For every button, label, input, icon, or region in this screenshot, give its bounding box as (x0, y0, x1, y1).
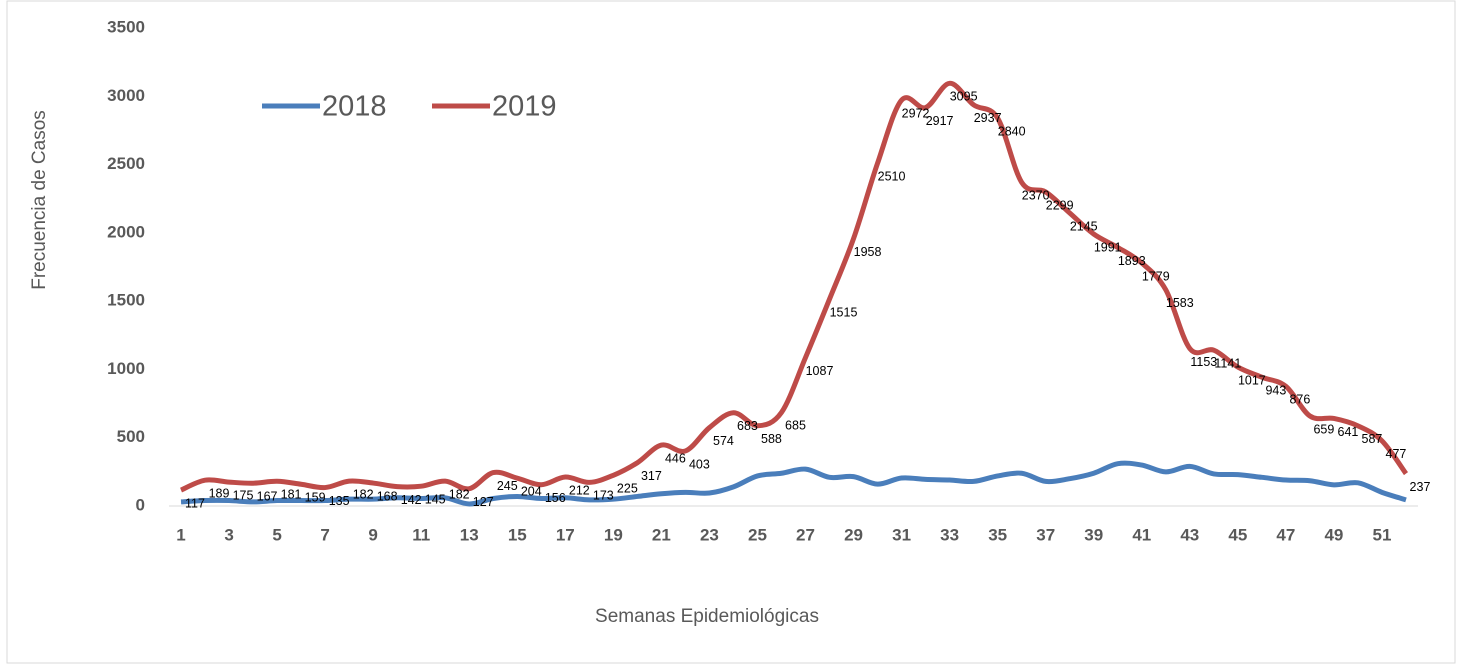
x-axis-title: Semanas Epidemiológicas (595, 606, 819, 627)
data-label: 683 (737, 419, 758, 433)
data-label: 117 (185, 496, 205, 510)
series-line (179, 80, 1409, 493)
data-label: 685 (785, 419, 806, 433)
data-label: 2370 (1022, 189, 1050, 203)
legend-label: 2019 (492, 91, 557, 123)
data-label: 446 (665, 451, 686, 465)
x-tick-label: 23 (700, 525, 719, 544)
data-label: 142 (401, 493, 422, 507)
x-tick-label: 51 (1373, 525, 1392, 544)
chart-border (6, 0, 1456, 664)
data-label: 477 (1386, 447, 1407, 461)
x-tick-label: 31 (892, 525, 911, 544)
data-label: 1583 (1166, 296, 1194, 310)
y-tick-label: 2000 (107, 222, 145, 241)
legend-label: 2018 (322, 91, 387, 123)
data-label: 212 (569, 483, 590, 497)
data-label: 1958 (854, 245, 882, 259)
data-label: 1893 (1118, 254, 1146, 268)
data-label: 156 (545, 491, 566, 505)
x-tick-label: 5 (272, 525, 281, 544)
data-label: 1515 (830, 305, 858, 319)
data-label: 2510 (878, 170, 906, 184)
data-label: 237 (1410, 480, 1431, 494)
y-tick-label: 1500 (107, 291, 145, 310)
x-tick-label: 11 (412, 525, 430, 544)
x-tick-label: 47 (1276, 525, 1295, 544)
x-tick-label: 3 (224, 525, 233, 544)
x-tick-label: 39 (1084, 525, 1103, 544)
x-tick-label: 9 (368, 525, 377, 544)
data-label: 574 (713, 434, 734, 448)
data-label: 2937 (974, 111, 1002, 125)
y-tick-label: 2500 (107, 154, 145, 173)
data-label: 1991 (1094, 240, 1122, 254)
data-label: 159 (305, 491, 326, 505)
y-tick-label: 500 (117, 427, 145, 446)
data-label: 1087 (806, 364, 834, 378)
data-label: 2299 (1046, 198, 1074, 212)
data-label: 204 (521, 484, 542, 498)
x-tick-label: 1 (176, 525, 185, 544)
series-line (180, 460, 1407, 507)
data-label: 127 (473, 495, 494, 509)
data-label: 588 (761, 432, 782, 446)
data-label: 3095 (950, 90, 978, 104)
data-label: 2840 (998, 124, 1026, 138)
x-tick-label: 13 (460, 525, 479, 544)
x-tick-label: 15 (508, 525, 527, 544)
data-label: 2917 (926, 114, 954, 128)
y-axis-title: Frecuencia de Casos (29, 110, 50, 290)
y-tick-label: 3500 (107, 17, 145, 36)
data-label: 182 (353, 487, 374, 501)
data-label: 145 (425, 492, 446, 506)
data-label: 245 (497, 479, 518, 493)
data-label: 181 (281, 488, 302, 502)
data-label: 225 (617, 482, 638, 496)
x-tick-label: 27 (796, 525, 815, 544)
x-tick-label: 29 (844, 525, 863, 544)
data-label: 876 (1289, 393, 1310, 407)
data-label: 641 (1338, 425, 1359, 439)
x-tick-label: 45 (1228, 525, 1247, 544)
data-label: 2972 (902, 106, 930, 120)
x-tick-label: 7 (320, 525, 329, 544)
data-label: 317 (641, 469, 662, 483)
data-label: 182 (449, 487, 470, 501)
y-tick-label: 0 (136, 495, 145, 514)
x-tick-label: 37 (1036, 525, 1055, 544)
data-label: 1017 (1238, 373, 1266, 387)
data-label: 403 (689, 457, 710, 471)
data-label: 1779 (1142, 269, 1170, 283)
x-tick-label: 21 (652, 525, 671, 544)
x-tick-label: 25 (748, 525, 767, 544)
x-tick-label: 41 (1132, 525, 1151, 544)
data-label: 173 (593, 489, 614, 503)
x-tick-label: 49 (1324, 525, 1343, 544)
data-label: 167 (257, 489, 278, 503)
data-label: 943 (1265, 384, 1286, 398)
x-tick-label: 43 (1180, 525, 1199, 544)
data-label: 168 (377, 489, 398, 503)
x-tick-label: 33 (940, 525, 959, 544)
x-tick-label: 17 (556, 525, 575, 544)
data-label: 2145 (1070, 219, 1098, 233)
x-tick-label: 19 (604, 525, 623, 544)
data-label: 659 (1313, 422, 1334, 436)
data-label: 1141 (1214, 356, 1241, 370)
data-label: 1153 (1190, 355, 1217, 369)
data-label: 587 (1362, 432, 1383, 446)
data-label: 175 (233, 488, 254, 502)
y-tick-label: 1000 (107, 359, 145, 378)
y-tick-label: 3000 (107, 86, 145, 105)
x-tick-label: 35 (988, 525, 1007, 544)
data-label: 135 (329, 494, 350, 508)
data-label: 189 (209, 486, 230, 500)
